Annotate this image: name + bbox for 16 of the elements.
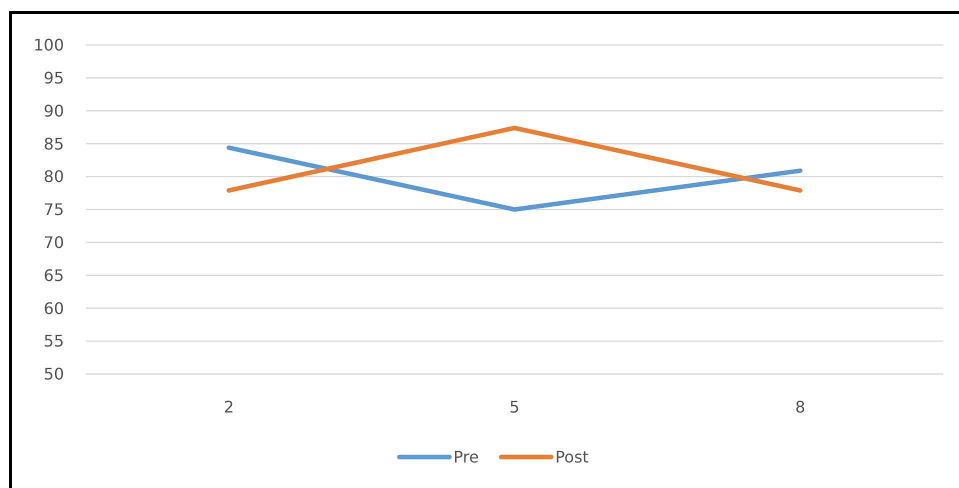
- y-tick-label: 80: [44, 167, 64, 186]
- legend-label: Pre: [453, 448, 479, 467]
- x-tick-label: 5: [509, 398, 520, 417]
- y-tick-label: 85: [44, 134, 64, 154]
- y-tick-label: 60: [44, 298, 64, 318]
- legend-label: Post: [555, 448, 589, 467]
- x-tick-label: 8: [795, 398, 806, 417]
- y-tick-label: 50: [44, 364, 64, 384]
- y-tick-label: 55: [44, 332, 64, 351]
- y-tick-label: 70: [44, 233, 64, 252]
- y-tick-label: 90: [44, 101, 64, 120]
- y-tick-label: 95: [44, 68, 64, 88]
- y-tick-label: 65: [44, 266, 64, 285]
- y-tick-label: 75: [44, 200, 64, 220]
- y-tick-label: 100: [33, 36, 64, 55]
- x-tick-label: 2: [224, 398, 234, 417]
